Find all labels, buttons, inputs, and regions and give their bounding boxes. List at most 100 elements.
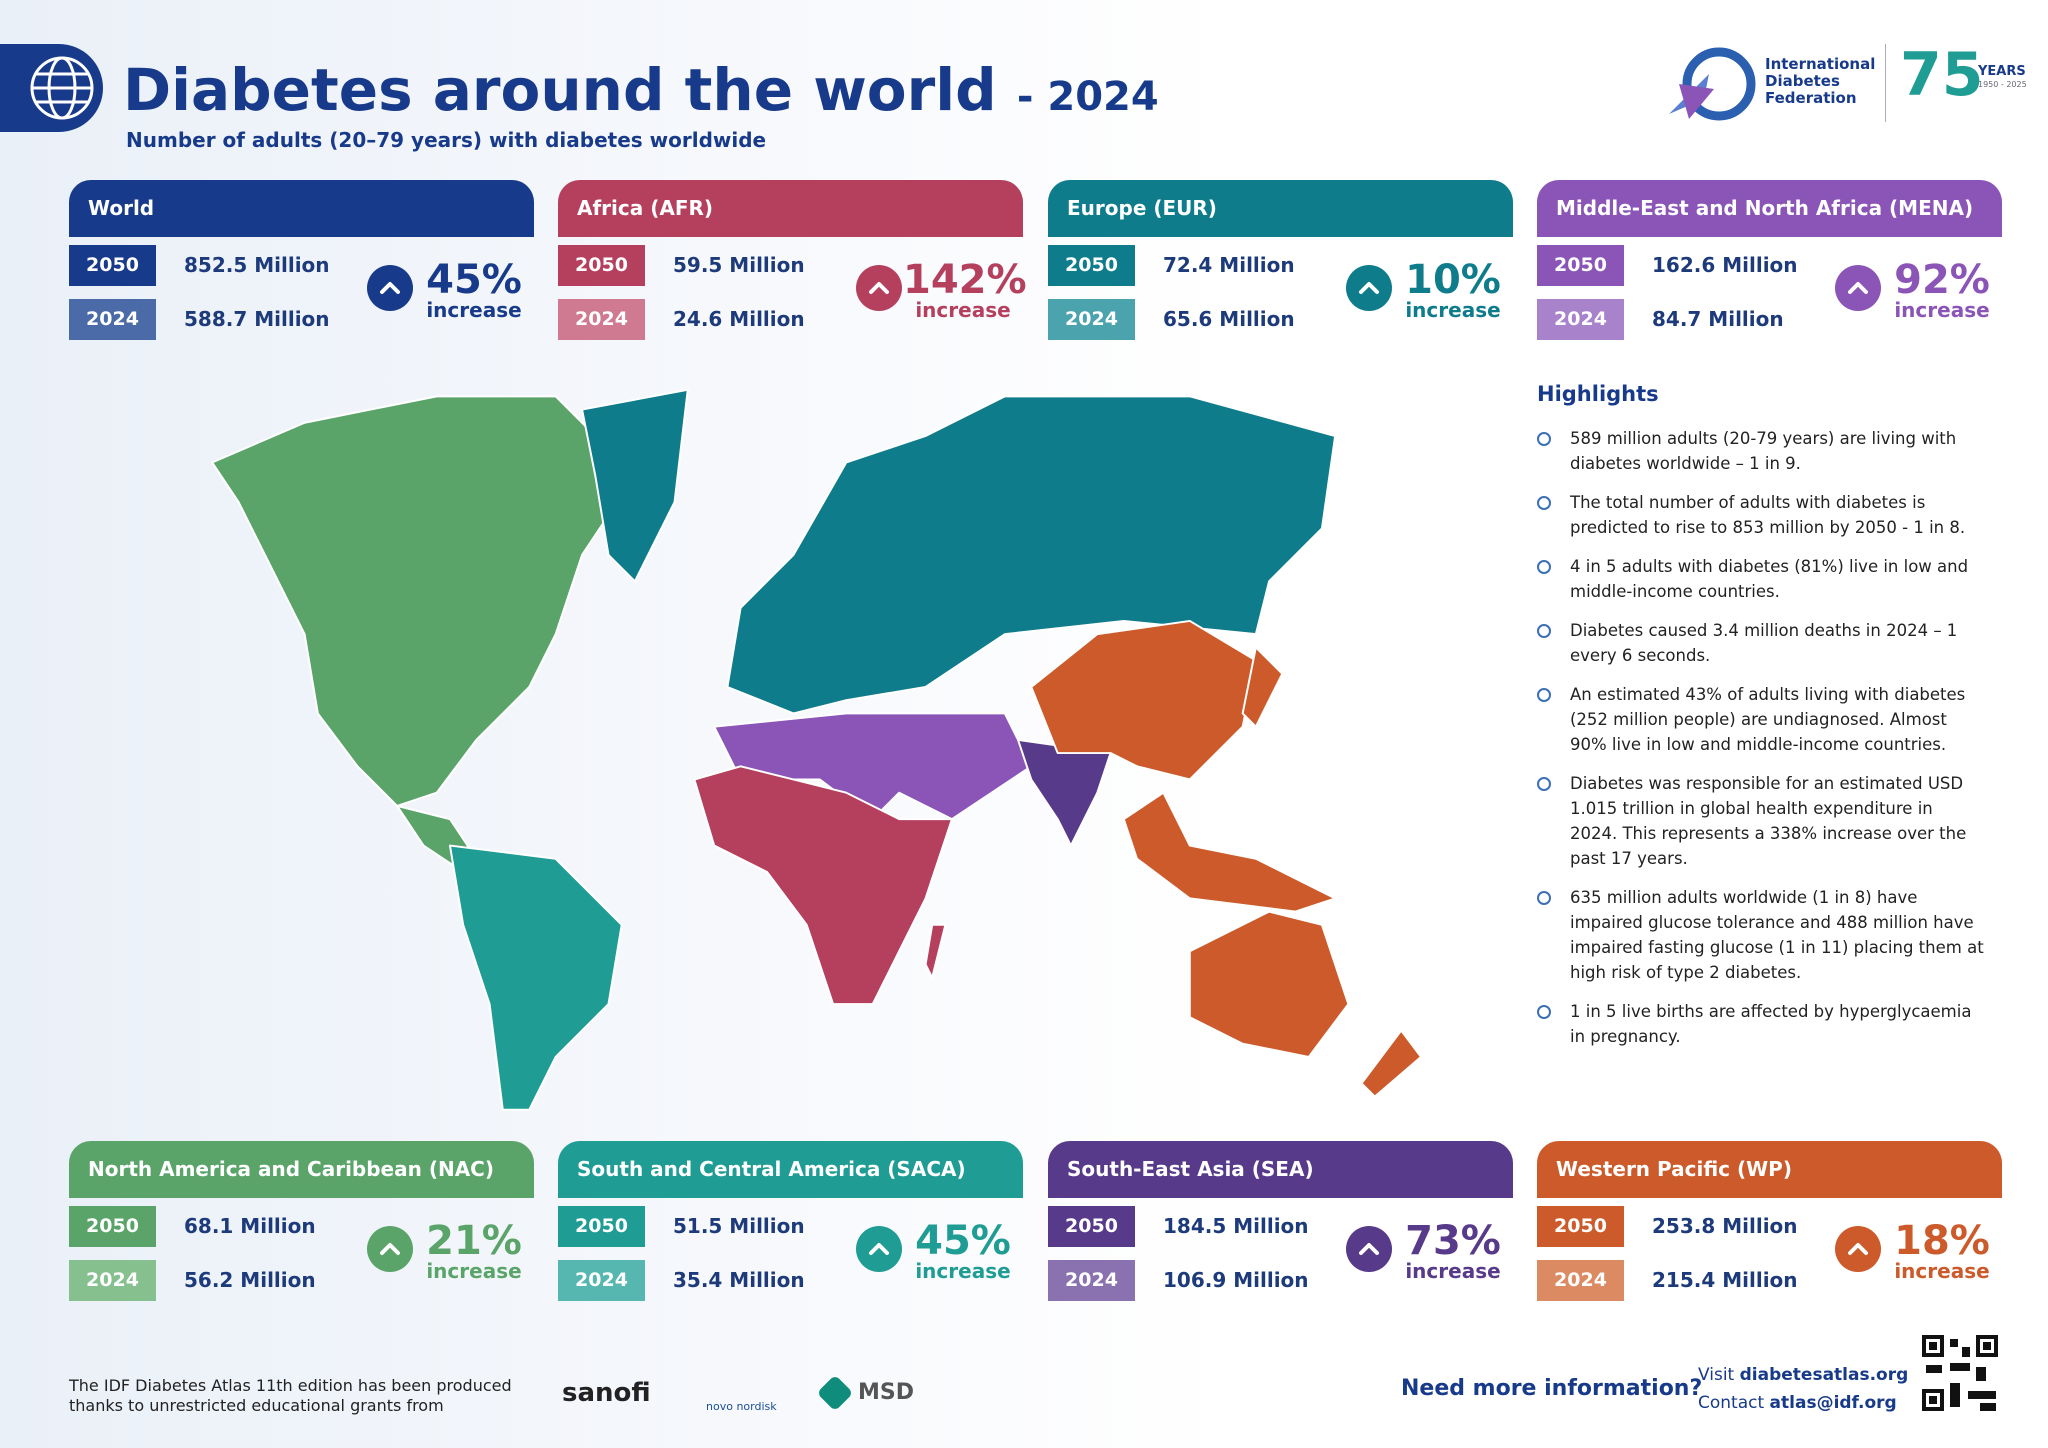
year-box: 2024	[69, 299, 156, 340]
year-box: 2050	[1537, 1206, 1624, 1247]
count: 253.8 Million	[1652, 1214, 1798, 1238]
subtitle: Number of adults (20–79 years) with diab…	[126, 128, 767, 152]
increase-icon	[367, 265, 413, 311]
map-wp	[1030, 619, 1257, 781]
year-box: 2050	[558, 245, 645, 286]
year-box: 2050	[1048, 1206, 1135, 1247]
count: 68.1 Million	[184, 1214, 316, 1238]
anniversary-span: 1950 - 2025	[1978, 80, 2027, 89]
title-year: - 2024	[1016, 74, 1159, 120]
count: 162.6 Million	[1652, 253, 1798, 277]
year-box: 2050	[69, 1206, 156, 1247]
contact-line: Contact atlas@idf.org	[1698, 1393, 1897, 1413]
increase-icon	[1835, 1226, 1881, 1272]
globe-icon	[30, 56, 94, 120]
chevron	[380, 282, 400, 294]
increase-icon	[856, 1226, 902, 1272]
count: 106.9 Million	[1163, 1268, 1309, 1292]
contact-email[interactable]: atlas@idf.org	[1769, 1393, 1897, 1413]
change-label: increase	[426, 1259, 522, 1283]
card-header: Western Pacific (WP)	[1537, 1141, 2002, 1198]
count: 84.7 Million	[1652, 307, 1784, 331]
highlights-title: Highlights	[1537, 382, 1659, 406]
highlight-item: Diabetes was responsible for an estimate…	[1570, 774, 1967, 868]
change-label: increase	[1405, 298, 1501, 322]
visit-url[interactable]: diabetesatlas.org	[1739, 1365, 1909, 1385]
increase-icon	[856, 265, 902, 311]
year-box: 2024	[1537, 1260, 1624, 1301]
highlight-item: 1 in 5 live births are affected by hyper…	[1570, 1002, 1972, 1046]
highlight-item: The total number of adults with diabetes…	[1570, 493, 1966, 537]
map-afr	[924, 923, 947, 979]
idf-logo-mark	[1669, 47, 1756, 121]
map-sea	[1017, 738, 1112, 847]
card-header: South-East Asia (SEA)	[1048, 1141, 1513, 1198]
change-percent: 21%	[426, 1218, 522, 1264]
chevron	[1359, 1243, 1379, 1255]
sponsor: novo nordisk	[706, 1400, 777, 1413]
chevron	[869, 1243, 889, 1255]
count: 588.7 Million	[184, 307, 330, 331]
count: 184.5 Million	[1163, 1214, 1309, 1238]
highlight-bullet	[1537, 1005, 1551, 1019]
change-percent: 18%	[1894, 1218, 1990, 1264]
change-percent: 45%	[426, 257, 522, 303]
sponsor: MSD	[858, 1380, 914, 1405]
increase-icon	[1346, 265, 1392, 311]
card-header: Middle-East and North Africa (MENA)	[1537, 180, 2002, 237]
count: 51.5 Million	[673, 1214, 805, 1238]
change-percent: 45%	[915, 1218, 1011, 1264]
count: 35.4 Million	[673, 1268, 805, 1292]
change-percent: 73%	[1405, 1218, 1501, 1264]
chevron	[1848, 282, 1868, 294]
globe-tab	[0, 44, 103, 132]
map-eur	[726, 395, 1337, 715]
change-percent: 92%	[1894, 257, 1990, 303]
count: 56.2 Million	[184, 1268, 316, 1292]
card-header: Africa (AFR)	[558, 180, 1023, 237]
change-label: increase	[915, 1259, 1011, 1283]
card-header: World	[69, 180, 534, 237]
map-wp	[1241, 646, 1284, 728]
year-box: 2050	[558, 1206, 645, 1247]
count: 59.5 Million	[673, 253, 805, 277]
year-box: 2024	[69, 1260, 156, 1301]
year-box: 2024	[558, 1260, 645, 1301]
highlight-bullet	[1537, 891, 1551, 905]
highlight-bullet	[1537, 688, 1551, 702]
increase-icon	[1835, 265, 1881, 311]
year-box: 2050	[69, 245, 156, 286]
map-greenland	[581, 388, 689, 583]
visit-line: Visit diabetesatlas.org	[1698, 1365, 1908, 1385]
change-label: increase	[1894, 298, 1990, 322]
year-box: 2050	[1048, 245, 1135, 286]
year-box: 2024	[1537, 299, 1624, 340]
highlight-bullet	[1537, 560, 1551, 574]
change-label: increase	[1894, 1259, 1990, 1283]
info-question: Need more information?	[1401, 1376, 1703, 1401]
map-nac	[211, 395, 636, 807]
chevron	[1848, 1243, 1868, 1255]
logo-divider	[1885, 44, 1886, 122]
anniversary: 75	[1900, 40, 1984, 110]
idf-name: International Diabetes Federation	[1765, 55, 1876, 107]
increase-icon	[1346, 1226, 1392, 1272]
change-label: increase	[915, 298, 1011, 322]
map-wp	[1122, 791, 1337, 913]
map-saca	[448, 844, 623, 1111]
highlight-item: Diabetes caused 3.4 million deaths in 20…	[1570, 621, 1958, 665]
card-header: North America and Caribbean (NAC)	[69, 1141, 534, 1198]
year-box: 2050	[1537, 245, 1624, 286]
title-row: Diabetes around the world - 2024	[123, 56, 1159, 124]
card-header: Europe (EUR)	[1048, 180, 1513, 237]
change-label: increase	[426, 298, 522, 322]
grant-text: The IDF Diabetes Atlas 11th edition has …	[69, 1376, 512, 1415]
increase-icon	[367, 1226, 413, 1272]
visit-label: Visit	[1698, 1365, 1735, 1385]
highlight-bullet	[1537, 496, 1551, 510]
qr-code	[1920, 1333, 2000, 1413]
count: 24.6 Million	[673, 307, 805, 331]
